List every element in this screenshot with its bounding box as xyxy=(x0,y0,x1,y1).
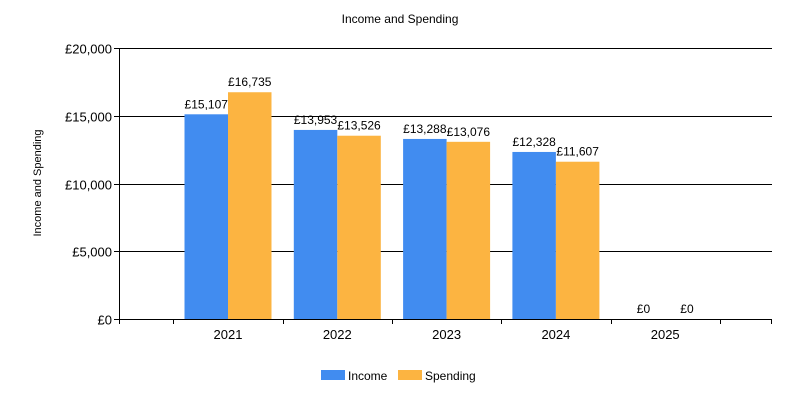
axes: £0 £5,000 £10,000 £15,000 £20,000 2021 2022 202… xyxy=(65,42,772,342)
y-axis-label: Income and Spending xyxy=(32,129,44,236)
data-label: £13,288 xyxy=(403,122,447,136)
data-label: £13,953 xyxy=(294,113,338,127)
data-label: £11,607 xyxy=(556,145,599,159)
x-tick-label: 2021 xyxy=(214,327,243,342)
data-label: £13,076 xyxy=(447,125,491,139)
x-tick-label: 2023 xyxy=(432,327,461,342)
x-tick-label: 2025 xyxy=(651,327,680,342)
chart-title: Income and Spending xyxy=(342,12,459,26)
bar xyxy=(446,141,491,319)
data-label: £0 xyxy=(637,302,651,316)
y-tick-label: £0 xyxy=(98,313,112,328)
data-label: £16,735 xyxy=(228,75,272,89)
legend: Income Spending xyxy=(321,369,476,383)
data-label: £13,526 xyxy=(337,119,381,133)
data-labels: £15,107 £13,953 £13,288 £12,328 £0 £16,735 £13… xyxy=(185,75,694,316)
bar xyxy=(228,92,272,319)
x-tick-label: 2024 xyxy=(541,327,570,342)
legend-entry: Spending xyxy=(425,369,476,383)
bar xyxy=(293,129,338,319)
bar xyxy=(555,161,600,319)
y-tick-label: £5,000 xyxy=(72,245,112,260)
bar xyxy=(512,151,556,319)
bar xyxy=(337,135,381,319)
data-label: £15,107 xyxy=(185,97,229,111)
y-tick-label: £20,000 xyxy=(65,42,112,57)
data-label: £0 xyxy=(680,302,694,316)
legend-swatch xyxy=(398,370,422,380)
y-tick-label: £10,000 xyxy=(65,178,112,193)
y-tick-label: £15,000 xyxy=(65,110,112,125)
x-tick-label: 2022 xyxy=(323,327,352,342)
bars xyxy=(184,92,600,320)
legend-swatch xyxy=(321,370,345,380)
legend-entry: Income xyxy=(348,369,388,383)
data-label: £12,328 xyxy=(512,135,556,149)
bar xyxy=(184,114,228,320)
bar xyxy=(403,138,447,319)
